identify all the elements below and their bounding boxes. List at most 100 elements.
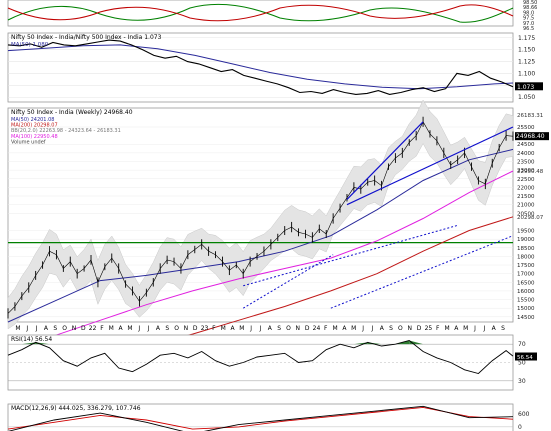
x-axis-label: N <box>72 325 77 332</box>
x-axis-label: A <box>492 325 497 332</box>
macd-axis-label: 0 <box>518 424 522 431</box>
top-axis-label: 98.50 <box>523 0 537 6</box>
x-axis-label: N <box>184 325 189 332</box>
x-axis-label: F <box>324 325 328 332</box>
ratio-legend-ma50: MA(50) 1.080 <box>11 42 49 48</box>
x-axis-label: J <box>482 325 485 332</box>
top-axis-label: 98.66 <box>523 5 537 11</box>
top-axis-label: 98.0 <box>523 10 534 16</box>
price-legend-item: BB(20,2.0) 22263.98 - 24323.64 - 26183.3… <box>11 128 121 134</box>
x-axis-label: M <box>221 325 226 332</box>
price-axis-label: 22000 <box>517 185 535 191</box>
bollinger-band <box>7 99 514 330</box>
price-axis-label: 15000 <box>517 306 535 312</box>
price-axis-label: 22950.48 <box>517 169 544 175</box>
ma100-line <box>7 170 514 351</box>
price-axis-label: 26183.31 <box>517 113 543 119</box>
x-axis-label: J <box>137 325 140 332</box>
x-axis-label: S <box>501 325 505 332</box>
ratio-axis-label: 1.100 <box>518 70 535 77</box>
ratio-axis-label: 1.125 <box>518 59 535 66</box>
macd-axis-label: 600 <box>518 411 530 418</box>
price-axis-label: 18500 <box>517 246 535 252</box>
ratio-axis-label: 1.050 <box>518 94 535 101</box>
rsi-last-badge <box>515 352 537 361</box>
macd-signal-line <box>7 406 514 430</box>
rsi-axis-label: 70 <box>518 341 526 348</box>
x-axis-label: D <box>305 325 310 332</box>
price-axis-label: 21000 <box>517 203 535 209</box>
x-axis-label: J <box>249 325 252 332</box>
x-axis-label: D <box>81 325 86 332</box>
rsi-axis-label: 50 <box>518 360 526 367</box>
x-axis-label: 24 <box>313 325 321 332</box>
x-axis-label: A <box>156 325 161 332</box>
rsi-title: RSI(14) 56.54 <box>11 336 52 343</box>
price-axis-label: 24500 <box>517 142 535 148</box>
x-axis-label: O <box>62 325 67 332</box>
x-axis-label: A <box>44 325 49 332</box>
price-axis-label: 16500 <box>517 280 535 286</box>
x-axis-label: M <box>239 325 244 332</box>
price-axis-label: 17000 <box>517 272 535 278</box>
price-axis-label: 25500 <box>517 125 535 131</box>
price-axis-label: 15500 <box>517 298 535 304</box>
x-axis-label: 22 <box>89 325 97 332</box>
price-axis-label: 23000 <box>517 168 535 174</box>
x-axis-label: A <box>380 325 385 332</box>
rising-wedge-upper <box>346 121 424 200</box>
top-line-red <box>7 4 514 22</box>
ratio-last-label: 1.073 <box>517 84 534 91</box>
price-line <box>7 121 514 314</box>
x-axis-label: N <box>407 325 412 332</box>
x-axis-label: M <box>109 325 114 332</box>
x-axis-label: J <box>371 325 374 332</box>
x-axis-label: M <box>444 325 449 332</box>
ma50-line <box>7 148 514 323</box>
macd-line <box>7 405 514 431</box>
ratio-ma50-line <box>7 44 514 90</box>
x-axis-label: M <box>15 325 20 332</box>
x-axis-label: D <box>417 325 422 332</box>
price-last-badge <box>515 132 549 141</box>
ratio-axis-label: 1.175 <box>518 35 535 42</box>
x-axis-label: A <box>342 325 347 332</box>
x-axis-label: S <box>389 325 393 332</box>
x-axis-label: J <box>35 325 38 332</box>
x-axis-label: A <box>230 325 235 332</box>
price-axis-label: 24000 <box>517 151 535 157</box>
x-axis-label: J <box>25 325 28 332</box>
ratio-title: Nifty 50 Index - India/Nifty 500 Index -… <box>11 34 162 41</box>
x-axis-label: O <box>398 325 403 332</box>
price-axis-label: 18000 <box>517 254 535 260</box>
trendline-lower-dotted <box>243 224 458 287</box>
rising-wedge-lower <box>346 126 514 206</box>
price-axis-label: 16000 <box>517 289 535 295</box>
x-axis-label: A <box>454 325 459 332</box>
price-legend-item: MA(100) 22950.48 <box>11 134 58 140</box>
x-axis-label: M <box>127 325 132 332</box>
price-axis-label: 19000 <box>517 237 535 243</box>
ratio-last-badge <box>515 82 543 91</box>
x-axis-label: A <box>119 325 124 332</box>
x-axis-label: F <box>100 325 104 332</box>
macd-title: MACD(12,26,9) 444.025, 336.279, 107.746 <box>11 405 141 412</box>
x-axis-label: A <box>268 325 273 332</box>
price-axis-label: 21500 <box>517 194 535 200</box>
x-axis-label: F <box>436 325 440 332</box>
x-axis-label: M <box>463 325 468 332</box>
top-axis-label: 96.5 <box>523 26 534 32</box>
rsi-axis-label: 30 <box>518 378 526 385</box>
price-legend-item: MA(50) 24201.08 <box>11 117 54 123</box>
x-axis-label: S <box>53 325 57 332</box>
price-axis-label: 23500 <box>517 160 535 166</box>
x-axis-label: J <box>361 325 364 332</box>
price-axis-label: 17500 <box>517 263 535 269</box>
x-axis-label: J <box>147 325 150 332</box>
trendline-lower-dotted-3 <box>330 235 514 309</box>
x-axis-label: 23 <box>201 325 209 332</box>
x-axis-label: S <box>165 325 169 332</box>
x-axis-label: F <box>212 325 216 332</box>
price-last-label: 24968.40 <box>516 133 545 140</box>
